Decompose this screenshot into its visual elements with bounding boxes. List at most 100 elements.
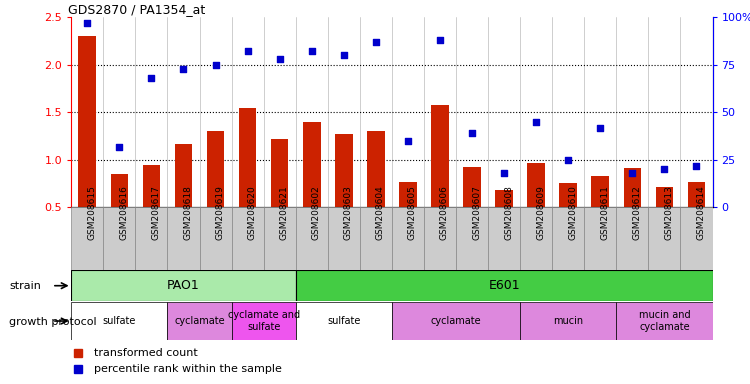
Point xyxy=(370,39,382,45)
Point xyxy=(178,66,190,72)
Bar xyxy=(648,207,680,271)
Bar xyxy=(623,169,641,255)
Bar xyxy=(656,187,674,255)
Text: GSM208608: GSM208608 xyxy=(504,185,513,240)
Bar xyxy=(392,207,424,271)
Bar xyxy=(616,302,712,340)
Bar xyxy=(207,131,224,255)
Text: mucin and
cyclamate: mucin and cyclamate xyxy=(638,310,690,332)
Bar xyxy=(104,207,135,271)
Text: GSM208602: GSM208602 xyxy=(312,185,321,240)
Bar xyxy=(520,207,552,271)
Text: GSM208609: GSM208609 xyxy=(536,185,545,240)
Point xyxy=(402,138,414,144)
Text: GSM208617: GSM208617 xyxy=(152,185,160,240)
Point xyxy=(306,48,318,55)
Bar xyxy=(335,134,352,255)
Text: transformed count: transformed count xyxy=(94,348,197,358)
Point xyxy=(209,62,221,68)
Text: cyclamate: cyclamate xyxy=(174,316,225,326)
Text: GSM208605: GSM208605 xyxy=(408,185,417,240)
Text: percentile rank within the sample: percentile rank within the sample xyxy=(94,364,281,374)
Text: GSM208611: GSM208611 xyxy=(600,185,609,240)
Text: strain: strain xyxy=(9,281,40,291)
Bar xyxy=(680,207,712,271)
Bar xyxy=(296,302,392,340)
Bar xyxy=(495,190,513,255)
Text: GSM208621: GSM208621 xyxy=(280,185,289,240)
Text: cyclamate: cyclamate xyxy=(430,316,482,326)
Text: sulfate: sulfate xyxy=(103,316,136,326)
Bar xyxy=(584,207,616,271)
Bar xyxy=(79,36,96,255)
Point xyxy=(434,37,446,43)
Point xyxy=(242,48,254,55)
Bar xyxy=(264,207,296,271)
Point xyxy=(498,170,510,176)
Bar xyxy=(560,183,577,255)
Bar xyxy=(328,207,360,271)
Text: GSM208618: GSM208618 xyxy=(184,185,193,240)
Bar xyxy=(367,131,385,255)
Point xyxy=(530,119,542,125)
Point xyxy=(658,166,670,172)
Bar xyxy=(688,182,705,255)
Text: growth protocol: growth protocol xyxy=(9,317,97,327)
Bar xyxy=(296,270,712,301)
Text: GSM208603: GSM208603 xyxy=(344,185,352,240)
Bar xyxy=(167,207,200,271)
Text: PAO1: PAO1 xyxy=(167,279,200,292)
Text: GSM208614: GSM208614 xyxy=(697,185,706,240)
Bar xyxy=(520,302,616,340)
Point xyxy=(691,162,703,169)
Text: GSM208615: GSM208615 xyxy=(87,185,96,240)
Text: GSM208604: GSM208604 xyxy=(376,185,385,240)
Bar xyxy=(424,207,456,271)
Point xyxy=(274,56,286,62)
Bar xyxy=(399,182,417,255)
Bar xyxy=(271,139,289,255)
Text: GSM208620: GSM208620 xyxy=(248,185,256,240)
Bar xyxy=(616,207,648,271)
Text: GSM208616: GSM208616 xyxy=(119,185,128,240)
Point xyxy=(594,124,606,131)
Bar xyxy=(296,207,328,271)
Bar xyxy=(527,163,545,255)
Bar xyxy=(464,167,481,255)
Bar xyxy=(110,174,128,255)
Bar xyxy=(488,207,520,271)
Text: mucin: mucin xyxy=(554,316,584,326)
Bar xyxy=(200,207,232,271)
Bar xyxy=(456,207,488,271)
Bar xyxy=(71,302,167,340)
Bar xyxy=(552,207,584,271)
Bar xyxy=(592,176,609,255)
Bar xyxy=(303,122,320,255)
Text: GSM208610: GSM208610 xyxy=(568,185,578,240)
Bar xyxy=(135,207,167,271)
Text: GDS2870 / PA1354_at: GDS2870 / PA1354_at xyxy=(68,3,206,16)
Text: GSM208607: GSM208607 xyxy=(472,185,481,240)
Point xyxy=(113,144,125,150)
Point xyxy=(146,75,158,81)
Bar xyxy=(232,302,296,340)
Bar xyxy=(167,302,232,340)
Text: GSM208613: GSM208613 xyxy=(664,185,674,240)
Bar xyxy=(142,165,160,255)
Point xyxy=(81,20,93,26)
Text: E601: E601 xyxy=(488,279,520,292)
Bar xyxy=(71,270,296,301)
Text: sulfate: sulfate xyxy=(327,316,361,326)
Bar xyxy=(71,207,104,271)
Text: GSM208606: GSM208606 xyxy=(440,185,449,240)
Bar xyxy=(175,144,192,255)
Bar xyxy=(392,302,520,340)
Point xyxy=(338,52,350,58)
Bar xyxy=(232,207,264,271)
Text: GSM208612: GSM208612 xyxy=(632,185,641,240)
Point xyxy=(562,157,574,163)
Point xyxy=(466,130,478,136)
Text: GSM208619: GSM208619 xyxy=(215,185,224,240)
Bar xyxy=(238,108,256,255)
Bar xyxy=(431,105,448,255)
